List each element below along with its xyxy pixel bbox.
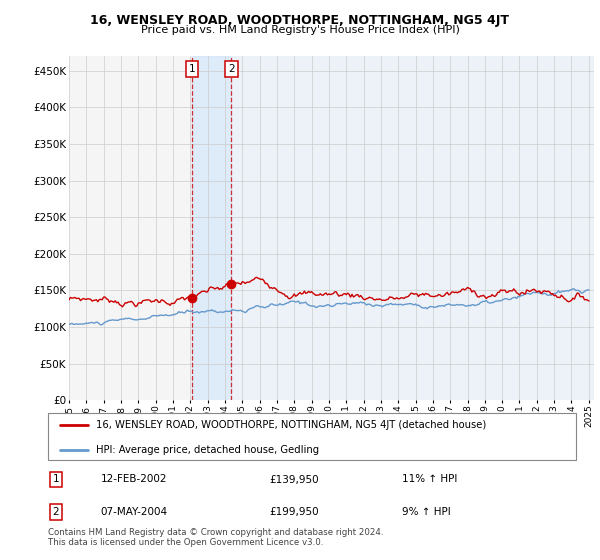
Bar [232,56,594,400]
Text: 16, WENSLEY ROAD, WOODTHORPE, NOTTINGHAM, NG5 4JT: 16, WENSLEY ROAD, WOODTHORPE, NOTTINGHAM… [91,14,509,27]
Text: 11% ↑ HPI: 11% ↑ HPI [402,474,457,484]
Text: Price paid vs. HM Land Registry's House Price Index (HPI): Price paid vs. HM Land Registry's House … [140,25,460,35]
FancyBboxPatch shape [48,413,576,460]
Text: £199,950: £199,950 [270,507,319,517]
Text: 1: 1 [53,474,59,484]
Text: 16, WENSLEY ROAD, WOODTHORPE, NOTTINGHAM, NG5 4JT (detached house): 16, WENSLEY ROAD, WOODTHORPE, NOTTINGHAM… [95,420,486,430]
Text: 9% ↑ HPI: 9% ↑ HPI [402,507,451,517]
Text: 2: 2 [53,507,59,517]
Text: Contains HM Land Registry data © Crown copyright and database right 2024.
This d: Contains HM Land Registry data © Crown c… [48,528,383,547]
Text: 1: 1 [189,64,196,74]
Bar [192,56,232,400]
Text: HPI: Average price, detached house, Gedling: HPI: Average price, detached house, Gedl… [95,445,319,455]
Text: 07-MAY-2004: 07-MAY-2004 [101,507,168,517]
Text: £139,950: £139,950 [270,474,319,484]
Text: 12-FEB-2002: 12-FEB-2002 [101,474,167,484]
Text: 2: 2 [228,64,235,74]
